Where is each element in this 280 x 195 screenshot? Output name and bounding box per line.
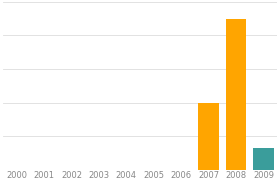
Bar [198,103,219,170]
Bar [253,148,274,170]
Bar [226,19,246,170]
